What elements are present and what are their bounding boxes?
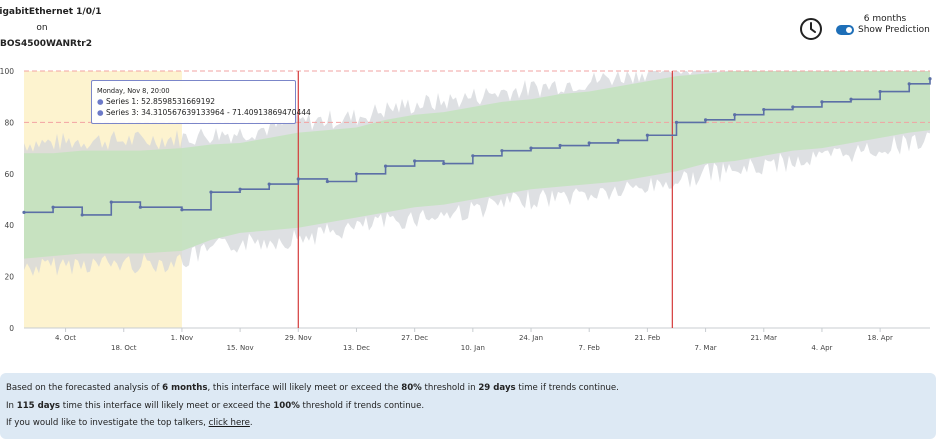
summary-text: If you would like to investigate the top… [6,418,209,428]
x-tick-label: 13. Dec [343,344,370,352]
summary-text: threshold in [421,383,479,393]
tooltip-series-3-value: Series 3: 34.310567639133964 - 71.409138… [105,108,311,117]
range-label[interactable]: 6 months [863,14,907,24]
series-1-dot: ● [97,97,106,106]
summary-text: . [249,418,253,428]
series-1-point [267,182,271,186]
x-tick-label: 18. Apr [867,334,893,342]
x-tick-label: 21. Mar [750,334,777,342]
interface-name: GigabitEthernet 1/0/1 [0,7,102,17]
series-1-point [51,205,55,209]
y-tick-label: 0 [9,324,14,333]
series-1-point [238,187,242,191]
forecast-summary-panel: Based on the forecasted analysis of 6 mo… [0,373,936,439]
series-1-point [733,113,737,117]
series-1-point [529,146,533,150]
threshold-80: 80% [401,383,422,393]
series-1-point [762,107,766,112]
x-tick-label: 4. Oct [55,334,76,342]
series-1-point [500,149,504,153]
y-tick-label: 60 [4,170,14,179]
summary-text: , this interface will likely meet or exc… [207,383,402,393]
series-1-point [878,89,882,94]
on-label: on [36,23,48,33]
series-1-point [907,82,911,86]
series-1-point [80,213,84,217]
x-tick-label: 24. Jan [519,334,543,342]
toggle-knob [846,27,852,33]
series-1-point [471,154,475,158]
tooltip-series-1-value: Series 1: 52.8598531669192 [105,97,216,106]
series-1-point [703,118,708,122]
show-prediction-toggle[interactable] [836,25,854,35]
series-1-point [325,179,329,184]
x-tick-label: 7. Feb [579,344,601,352]
y-tick-label: 20 [4,273,14,282]
series-1-point [791,105,795,109]
chart-tooltip: Monday, Nov 8, 20:00 ● Series 1: 52.8598… [91,80,311,124]
threshold-100: 100% [273,401,300,411]
chart-title: GigabitEthernet 1/0/1 on BOS4500WANRtr2 [0,4,102,52]
tooltip-series-3: ● Series 3: 34.310567639133964 - 71.4091… [97,108,311,117]
y-tick-label: 100 [0,67,14,76]
series-1-point [674,120,679,124]
device-name: BOS4500WANRtr2 [0,39,92,49]
series-1-point [413,159,417,163]
series-1-point [820,100,824,104]
summary-text: In [6,401,17,411]
days-to-100: 115 days [16,401,61,411]
summary-line-1: Based on the forecasted analysis of 6 mo… [6,383,619,393]
series-1-point [928,77,932,81]
y-tick-label: 40 [4,221,14,230]
summary-text: time this interface will likely meet or … [60,401,274,411]
summary-line-2: In 115 days time this interface will lik… [6,401,424,411]
series-1-point [138,205,142,209]
series-1-point [296,177,300,181]
tooltip-date: Monday, Nov 8, 20:00 [97,87,170,95]
forecast-chart[interactable]: 0 20 40 60 80 100 4. Oct 1. Nov 29. Nov 27. Dec 24… [0,60,936,355]
series-3-range [24,71,930,259]
summary-text: time if trends continue. [515,383,619,393]
show-prediction-label: Show Prediction [858,25,930,35]
series-1-point [849,97,853,101]
tooltip-series-1: ● Series 1: 52.8598531669192 [97,97,215,106]
x-tick-label: 1. Nov [171,334,194,342]
series-1-point [616,138,620,142]
top-talkers-link[interactable]: click here [208,418,250,428]
series-1-point [180,208,184,212]
series-3-dot: ● [97,108,106,117]
y-tick-label: 80 [4,118,14,127]
series-1-point [383,164,388,168]
x-tick-label: 10. Jan [461,344,485,352]
x-tick-label: 7. Mar [695,344,717,352]
x-tick-label: 21. Feb [635,334,661,342]
x-tick-label: 4. Apr [811,344,832,352]
clock-icon[interactable] [799,17,823,41]
forecast-period: 6 months [162,383,208,393]
series-1-point [558,143,562,148]
series-1-point [109,200,113,204]
series-1-point [587,141,591,145]
series-1-point [22,210,26,214]
series-1-point [209,190,213,194]
summary-text: threshold if trends continue. [299,401,425,411]
x-tick-label: 29. Nov [285,334,312,342]
x-tick-label: 18. Oct [111,344,137,352]
x-tick-label: 15. Nov [227,344,254,352]
series-1-point [442,161,446,166]
series-1-point [645,133,649,137]
series-1-point [354,172,359,176]
summary-text: Based on the forecasted analysis of [6,383,163,393]
summary-line-3: If you would like to investigate the top… [6,418,253,428]
x-tick-label: 27. Dec [401,334,428,342]
days-to-80: 29 days [478,383,516,393]
